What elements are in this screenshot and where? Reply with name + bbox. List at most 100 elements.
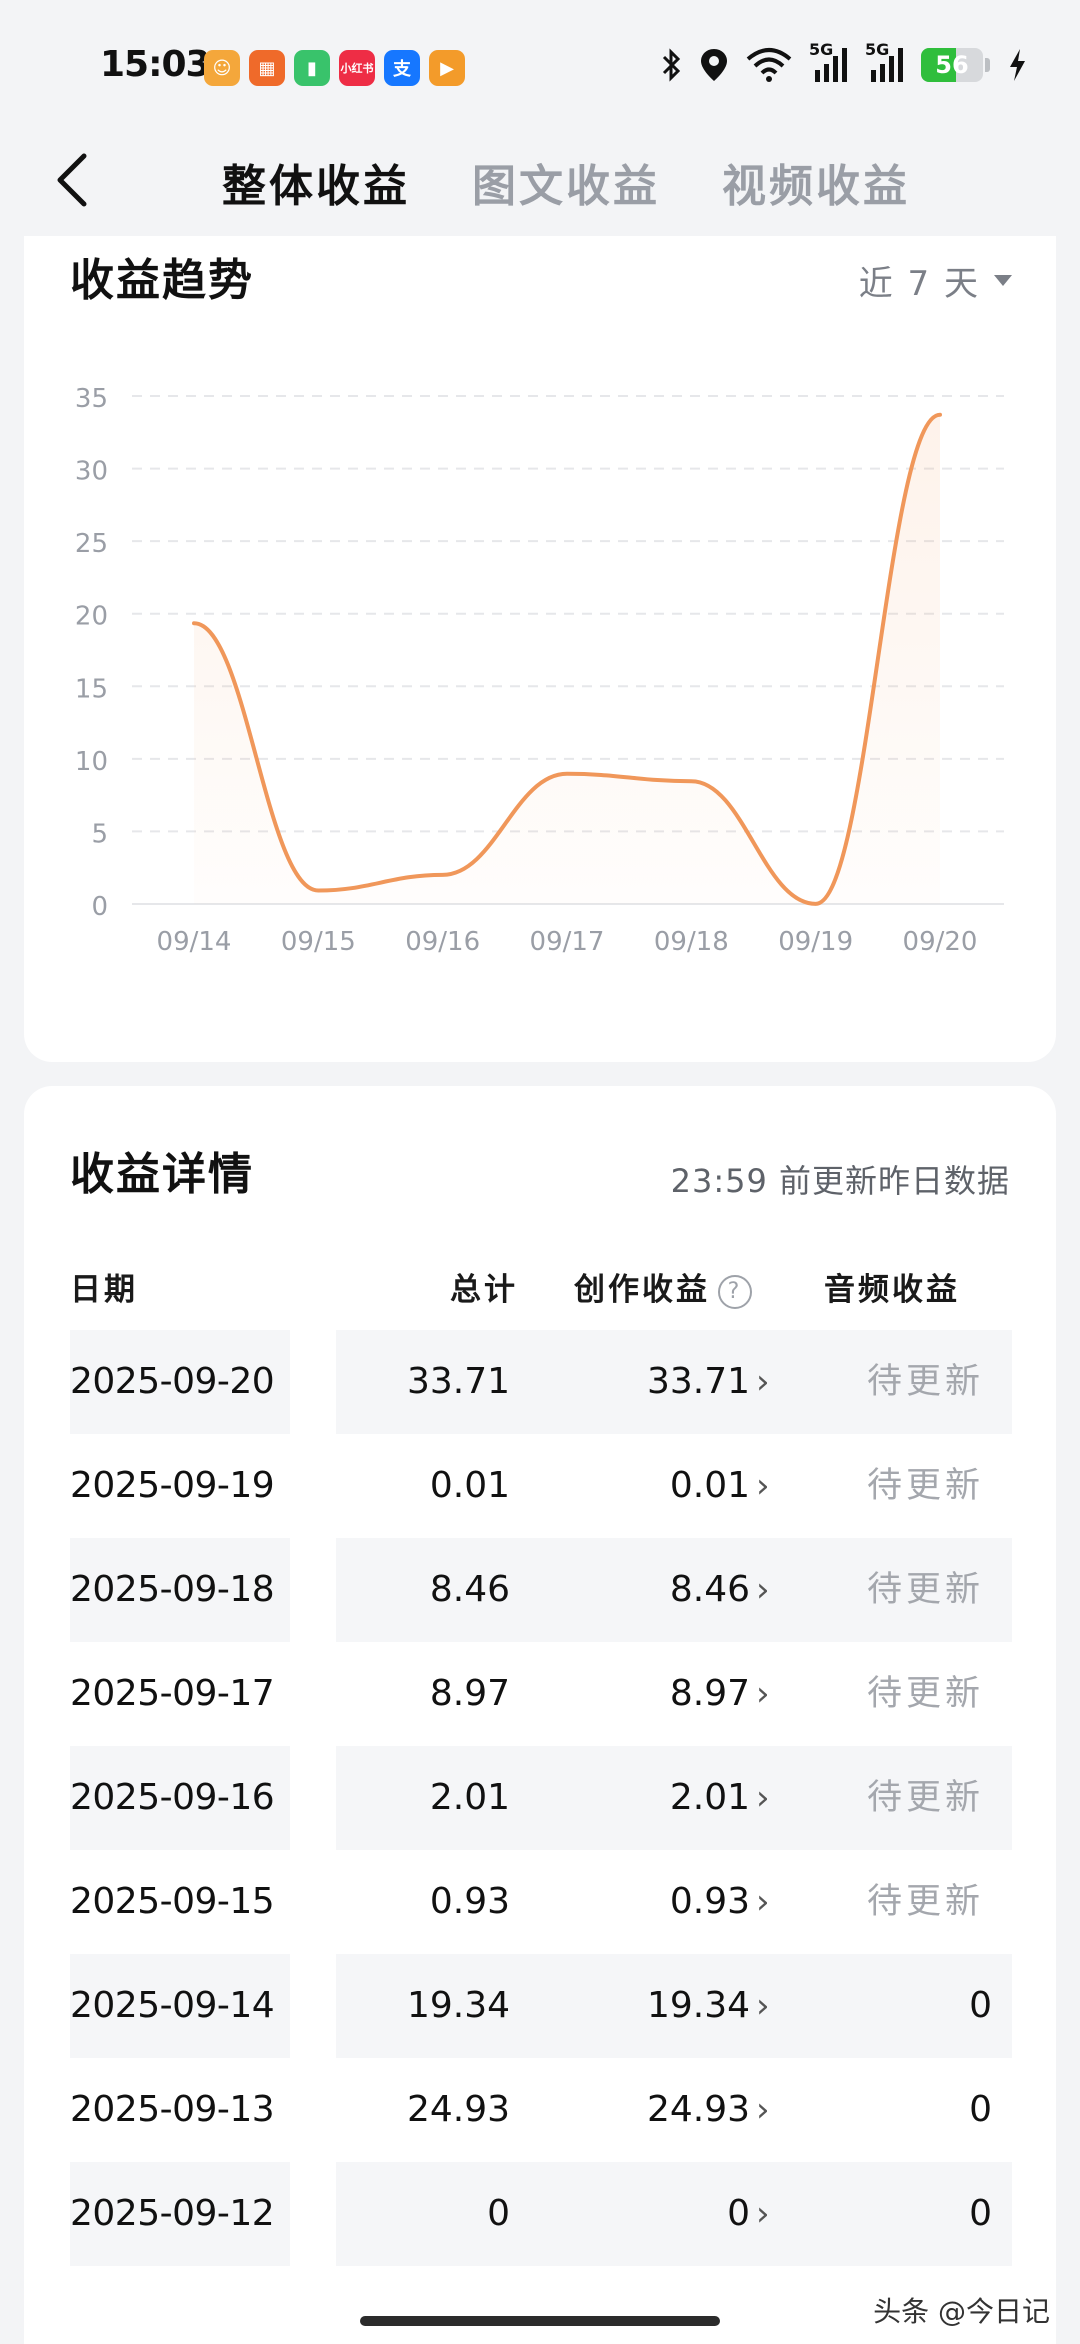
table-row: 2025-09-15 0.93 0.93 › 待更新 <box>24 1850 1056 1954</box>
status-time: 15:03 <box>100 44 211 85</box>
row-date: 2025-09-17 <box>70 1673 275 1714</box>
help-icon[interactable]: ? <box>718 1274 752 1309</box>
period-selector[interactable]: 近 7 天 <box>859 256 1012 305</box>
signal-icon-2: 5G <box>865 40 905 84</box>
y-tick-label: 35 <box>75 384 108 414</box>
app-alipay-icon: 支 <box>384 50 420 86</box>
row-create-income[interactable]: 33.71 <box>646 1361 750 1402</box>
chevron-right-icon[interactable]: › <box>756 1778 770 1818</box>
row-create-income[interactable]: 2.01 <box>669 1777 750 1818</box>
row-audio-income: 待更新 <box>866 1674 984 1714</box>
bluetooth-icon <box>662 48 681 82</box>
series-area <box>194 414 940 904</box>
x-tick-label: 09/14 <box>157 927 232 957</box>
wifi-icon <box>746 48 792 82</box>
chevron-right-icon[interactable]: › <box>756 1882 770 1922</box>
top-nav: 整体收益 图文收益 视频收益 <box>0 120 1080 232</box>
y-tick-label: 10 <box>75 747 108 777</box>
chevron-right-icon[interactable]: › <box>756 1570 770 1610</box>
y-tick-label: 25 <box>75 529 108 559</box>
table-row: 2025-09-19 0.01 0.01 › 待更新 <box>24 1434 1056 1538</box>
table-row: 2025-09-18 8.46 8.46 › 待更新 <box>24 1538 1056 1642</box>
y-tick-label: 30 <box>75 457 108 487</box>
details-title: 收益详情 <box>70 1149 254 1200</box>
tab-overall-income[interactable]: 整体收益 <box>222 161 410 212</box>
dropdown-arrow-icon <box>994 275 1012 286</box>
income-trend-chart: 35 30 25 20 15 10 5 0 09/14 09/15 09/16 09/17 09/18 0… <box>75 384 1004 957</box>
chevron-right-icon[interactable]: › <box>756 2090 770 2130</box>
details-card: 收益详情 23:59 前更新昨日数据 日期 总计 创作收益? 音频收益 2025… <box>24 1086 1056 2344</box>
y-tick-label: 15 <box>75 674 108 704</box>
chevron-right-icon[interactable]: › <box>756 2194 770 2234</box>
row-total: 0.01 <box>429 1465 510 1506</box>
row-date: 2025-09-12 <box>70 2193 275 2234</box>
battery-fill <box>921 48 956 82</box>
tab-video-income[interactable]: 视频收益 <box>722 161 910 212</box>
trend-card: 35 30 25 20 15 10 5 0 09/14 09/15 09/16 09/17 09/18 0… <box>24 236 1056 1062</box>
row-date: 2025-09-14 <box>70 1985 275 2026</box>
row-total: 0 <box>487 2193 510 2234</box>
col-total: 总计 <box>450 1272 518 1308</box>
row-date: 2025-09-16 <box>70 1777 275 1818</box>
signal-5g-label-2: 5G <box>865 40 890 59</box>
row-total: 8.46 <box>429 1569 510 1610</box>
x-tick-label: 09/18 <box>654 927 729 957</box>
row-audio-income: 0 <box>969 2193 992 2234</box>
row-total: 33.71 <box>406 1361 510 1402</box>
chevron-right-icon[interactable]: › <box>756 1362 770 1402</box>
trend-title: 收益趋势 <box>70 255 254 306</box>
status-bar: 15:03 ☺ ▦ ▮ 小红书支 ▶ 5G 5G 56 <box>0 0 1080 120</box>
app-video-icon: ▶ <box>429 50 465 86</box>
x-tick-label: 09/15 <box>281 927 356 957</box>
row-audio-income: 待更新 <box>866 1882 984 1922</box>
row-create-income[interactable]: 0.01 <box>669 1465 750 1506</box>
row-date: 2025-09-20 <box>70 1361 275 1402</box>
x-tick-label: 09/19 <box>778 927 853 957</box>
row-create-income[interactable]: 24.93 <box>646 2089 750 2130</box>
row-create-income[interactable]: 19.34 <box>646 1985 750 2026</box>
row-create-income[interactable]: 8.46 <box>669 1569 750 1610</box>
battery-icon: 56 <box>921 48 990 82</box>
update-note: 23:59 前更新昨日数据 <box>670 1162 1010 1200</box>
col-audio: 音频收益 <box>824 1272 960 1308</box>
row-audio-income: 待更新 <box>866 1570 984 1610</box>
back-arrow-icon[interactable] <box>46 150 106 210</box>
y-tick-label: 5 <box>91 819 108 849</box>
row-date: 2025-09-18 <box>70 1569 275 1610</box>
signal-icon: 5G <box>809 40 849 84</box>
row-create-income[interactable]: 0.93 <box>669 1881 750 1922</box>
app-cartoon-icon: ☺ <box>204 50 240 86</box>
chevron-right-icon[interactable]: › <box>756 1466 770 1506</box>
row-create-income[interactable]: 8.97 <box>669 1673 750 1714</box>
period-label: 近 7 天 <box>858 264 980 304</box>
chevron-right-icon[interactable]: › <box>756 1986 770 2026</box>
x-tick-label: 09/20 <box>903 927 978 957</box>
app-xiaohongshu-icon: 小红书 <box>339 50 375 86</box>
row-total: 0.93 <box>429 1881 510 1922</box>
table-row: 2025-09-16 2.01 2.01 › 待更新 <box>24 1746 1056 1850</box>
watermark: 头条 @今日记 <box>873 2295 1050 2328</box>
system-icons: 5G 5G 56 <box>661 40 1028 84</box>
tab-bar: 整体收益 图文收益 视频收益 <box>222 150 910 214</box>
tab-article-income[interactable]: 图文收益 <box>472 161 660 212</box>
row-total: 24.93 <box>406 2089 510 2130</box>
charging-bolt-icon <box>1010 49 1025 81</box>
y-tick-label: 20 <box>75 602 108 632</box>
app-battery-app-icon: ▮ <box>294 50 330 86</box>
table-row: 2025-09-14 19.34 19.34 › 0 <box>24 1954 1056 2058</box>
table-row: 2025-09-17 8.97 8.97 › 待更新 <box>24 1642 1056 1746</box>
income-table: 2025-09-20 33.71 33.71 › 待更新 2025-09-19 0.01 0.… <box>24 1330 1056 2266</box>
home-indicator[interactable] <box>360 2316 720 2326</box>
row-date: 2025-09-15 <box>70 1881 275 1922</box>
row-create-income[interactable]: 0 <box>727 2193 750 2234</box>
row-audio-income: 0 <box>969 2089 992 2130</box>
chevron-right-icon[interactable]: › <box>756 1674 770 1714</box>
signal-5g-label: 5G <box>809 40 834 59</box>
row-audio-income: 0 <box>969 1985 992 2026</box>
row-total: 8.97 <box>429 1673 510 1714</box>
notification-app-icons: ☺ ▦ ▮ 小红书支 ▶ <box>204 50 465 86</box>
row-audio-income: 待更新 <box>866 1362 984 1402</box>
x-tick-label: 09/17 <box>530 927 605 957</box>
table-row: 2025-09-12 0 0 › 0 <box>24 2162 1056 2266</box>
series-line <box>192 412 942 906</box>
